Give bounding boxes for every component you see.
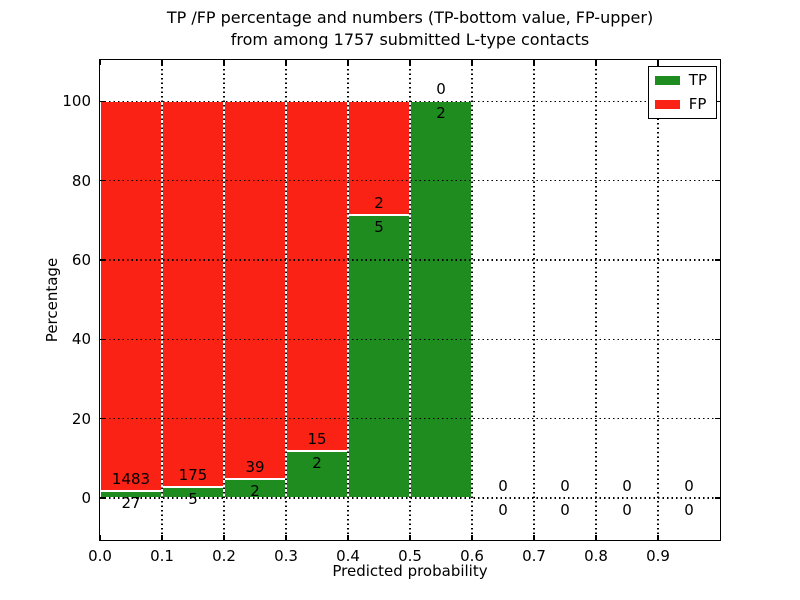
x-tick-mark-top — [161, 60, 163, 65]
x-tick-label: 0.5 — [398, 547, 422, 565]
bar-label-tp: 0 — [622, 500, 632, 519]
legend-label-tp: TP — [688, 71, 707, 89]
grid-line-vertical — [533, 60, 535, 540]
bar-label-fp: 0 — [436, 80, 446, 99]
x-tick-label: 0.4 — [336, 547, 360, 565]
x-tick-mark — [99, 535, 101, 540]
y-tick-label: 80 — [71, 171, 91, 190]
x-tick-mark — [285, 535, 287, 540]
grid-line-vertical — [409, 60, 411, 540]
y-tick-label: 20 — [71, 409, 91, 428]
x-axis-label: Predicted probability — [332, 562, 488, 580]
x-tick-mark-top — [285, 60, 287, 65]
bar-label-fp: 1483 — [111, 469, 151, 488]
y-tick-mark — [100, 179, 105, 182]
bar-label-fp: 0 — [498, 476, 508, 495]
grid-line-vertical — [285, 60, 287, 540]
bar-label-tp: 2 — [312, 454, 322, 473]
bar-segment-fp — [162, 101, 224, 487]
x-tick-label: 0.9 — [646, 547, 670, 565]
bar-label-tp: 5 — [188, 489, 198, 508]
bar-label-tp: 2 — [436, 104, 446, 123]
y-tick-label: 100 — [62, 92, 91, 111]
x-tick-label: 0.3 — [274, 547, 298, 565]
grid-line-vertical — [223, 60, 225, 540]
bar-label-tp: 27 — [121, 493, 141, 512]
bar-label-fp: 2 — [374, 193, 384, 212]
x-tick-mark-top — [471, 60, 473, 65]
bar-label-fp: 0 — [684, 476, 694, 495]
x-tick-mark — [657, 535, 659, 540]
bar-label-tp: 0 — [560, 500, 570, 519]
bar-segment-fp — [224, 101, 286, 479]
fp-color-swatch — [654, 100, 680, 109]
x-tick-mark — [533, 535, 535, 540]
bar-label-tp: 5 — [374, 217, 384, 236]
y-tick-label: 40 — [71, 330, 91, 349]
y-tick-label: 60 — [71, 250, 91, 269]
bar-label-tp: 2 — [250, 481, 260, 500]
x-tick-mark — [223, 535, 225, 540]
x-tick-mark-top — [657, 60, 659, 65]
grid-line-vertical — [595, 60, 597, 540]
x-tick-mark — [471, 535, 473, 540]
bar-label-fp: 175 — [178, 465, 208, 484]
legend: TP FP — [647, 66, 717, 119]
x-tick-mark-top — [409, 60, 411, 65]
legend-entry-tp: TP — [654, 71, 707, 89]
y-tick-mark — [100, 338, 105, 340]
x-tick-mark — [161, 535, 163, 540]
y-tick-mark — [100, 100, 105, 102]
x-tick-mark — [595, 535, 597, 540]
x-tick-mark-top — [595, 60, 597, 65]
y-tick-mark — [100, 417, 105, 420]
bar-segment-fp — [286, 101, 348, 452]
chart-title-line2: from among 1757 submitted L-type contact… — [230, 30, 590, 49]
grid-line-vertical — [657, 60, 659, 540]
chart-title: TP /FP percentage and numbers (TP-bottom… — [99, 7, 721, 51]
bar-label-fp: 39 — [245, 457, 265, 476]
plot-area: 0.0 0.1 0.2 0.3 0.4 0.5 0.6 0.7 0.8 0.9 0 20 40 60 80 1… — [62, 59, 721, 565]
grid-line-vertical — [471, 60, 473, 540]
x-tick-label: 0.7 — [522, 547, 546, 565]
y-tick-mark — [100, 497, 105, 499]
y-tick-label: 0 — [81, 488, 91, 507]
y-tick-mark-right — [715, 417, 720, 420]
x-tick-mark — [347, 535, 349, 540]
grid-line-vertical — [161, 60, 163, 540]
x-tick-mark-top — [347, 60, 349, 65]
x-tick-label: 0.0 — [88, 547, 112, 565]
y-tick-mark-right — [715, 497, 720, 499]
bar-segment-fp — [100, 101, 162, 491]
bar-label-tp: 0 — [684, 500, 694, 519]
y-tick-mark-right — [715, 259, 720, 261]
x-tick-label: 0.6 — [460, 547, 484, 565]
y-tick-mark-right — [715, 338, 720, 340]
grid-line-vertical — [347, 60, 349, 540]
bar-label-fp: 15 — [307, 430, 327, 449]
y-tick-mark-right — [715, 179, 720, 182]
x-tick-mark-top — [533, 60, 535, 65]
bar-segment-tp — [410, 101, 472, 498]
legend-entry-fp: FP — [654, 95, 707, 113]
x-tick-label: 0.8 — [584, 547, 608, 565]
x-tick-mark-top — [99, 60, 101, 65]
bar-label-fp: 0 — [560, 476, 570, 495]
chart-title-line1: TP /FP percentage and numbers (TP-bottom… — [166, 8, 654, 27]
x-tick-label: 0.2 — [212, 547, 236, 565]
bar-label-fp: 0 — [622, 476, 632, 495]
x-tick-label: 0.1 — [150, 547, 174, 565]
bar-label-tp: 0 — [498, 500, 508, 519]
legend-label-fp: FP — [688, 95, 707, 113]
tp-color-swatch — [654, 76, 680, 85]
bar-segment-tp — [348, 214, 410, 498]
x-tick-mark — [409, 535, 411, 540]
y-tick-mark-right — [715, 100, 720, 102]
y-tick-mark — [100, 259, 105, 261]
x-tick-mark-top — [223, 60, 225, 65]
